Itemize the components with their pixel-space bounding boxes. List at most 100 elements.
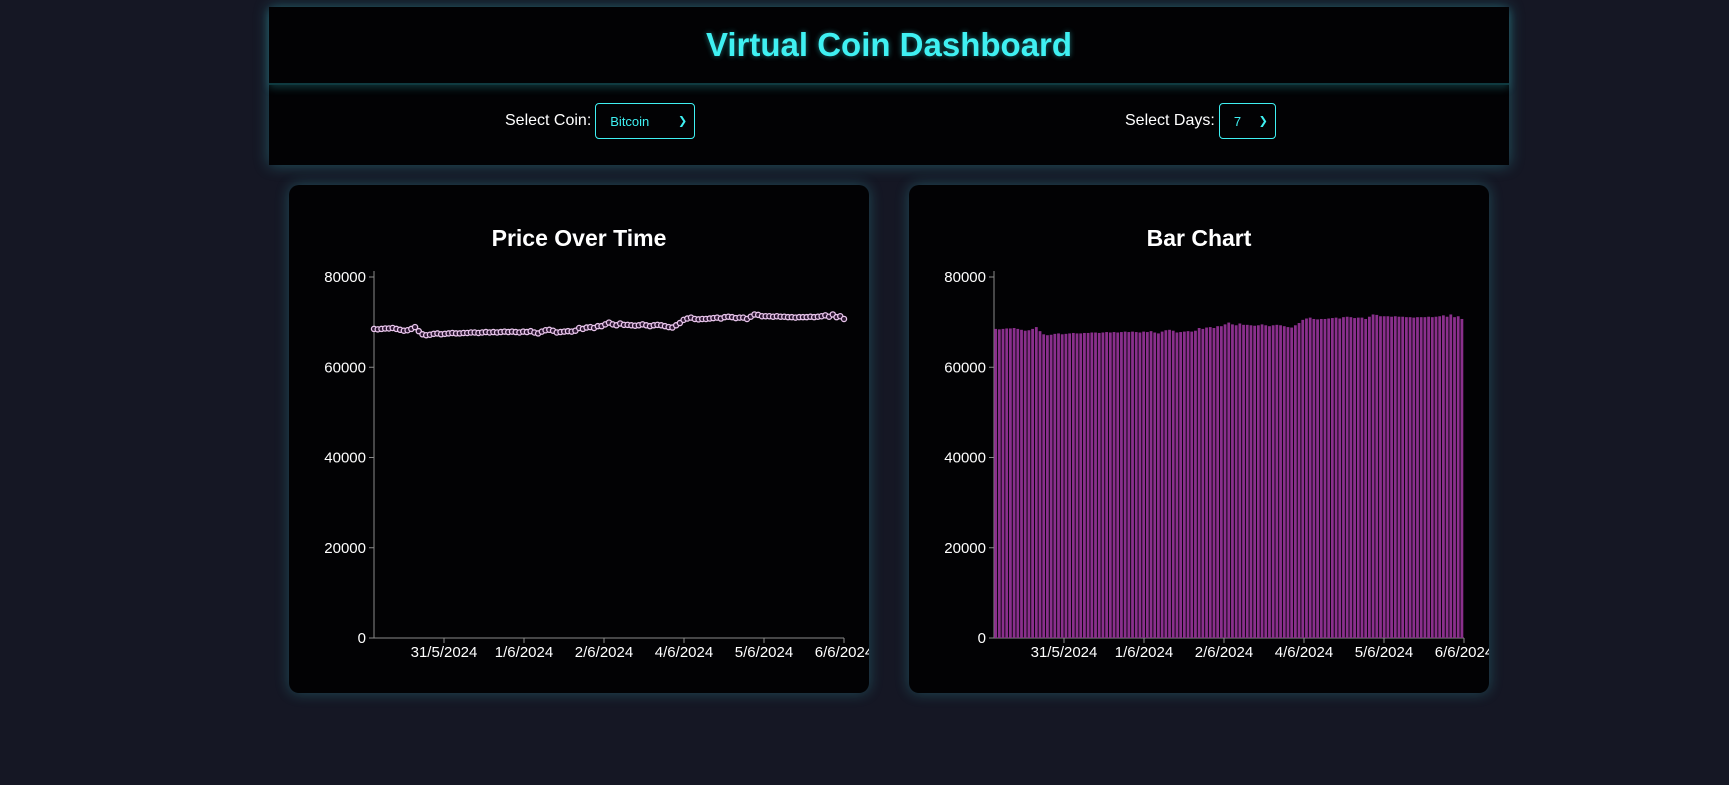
price-bar[interactable] — [1353, 318, 1356, 638]
price-bar[interactable] — [1105, 332, 1109, 638]
price-bar[interactable] — [1157, 333, 1160, 638]
price-bar[interactable] — [1360, 317, 1364, 638]
price-bar[interactable] — [1142, 331, 1146, 638]
price-bar[interactable] — [1034, 327, 1038, 638]
price-bar[interactable] — [1438, 316, 1442, 638]
price-bar[interactable] — [1279, 325, 1282, 638]
price-bar[interactable] — [1090, 332, 1094, 638]
price-bar[interactable] — [1408, 317, 1412, 638]
price-bar[interactable] — [1319, 318, 1323, 638]
price-bar[interactable] — [1367, 316, 1371, 638]
price-bar[interactable] — [1419, 317, 1423, 638]
price-bar[interactable] — [1342, 317, 1345, 638]
price-bar[interactable] — [1430, 317, 1434, 638]
price-bar[interactable] — [1016, 328, 1020, 638]
price-bar[interactable] — [1275, 324, 1279, 638]
price-bar[interactable] — [1364, 318, 1368, 638]
price-bar[interactable] — [1009, 328, 1012, 638]
price-bar[interactable] — [1297, 323, 1301, 638]
price-bar[interactable] — [1031, 328, 1035, 638]
price-bar[interactable] — [1131, 331, 1134, 638]
price-bar[interactable] — [1434, 316, 1438, 638]
price-bar[interactable] — [1012, 327, 1016, 638]
price-bar[interactable] — [1020, 329, 1023, 638]
price-bar[interactable] — [1001, 328, 1005, 638]
price-bar[interactable] — [1290, 327, 1294, 638]
price-bar[interactable] — [1168, 329, 1171, 638]
price-bar[interactable] — [1071, 332, 1075, 638]
price-bar[interactable] — [1145, 332, 1149, 638]
price-bar[interactable] — [1390, 316, 1393, 638]
price-bar[interactable] — [1227, 322, 1231, 638]
price-bar[interactable] — [1330, 318, 1334, 638]
price-bar[interactable] — [1197, 327, 1201, 638]
price-bar[interactable] — [997, 329, 1001, 638]
price-bar[interactable] — [1375, 314, 1379, 638]
price-bar[interactable] — [1238, 323, 1242, 638]
price-bar[interactable] — [1379, 316, 1382, 638]
price-bar[interactable] — [1194, 330, 1197, 638]
price-bar[interactable] — [1316, 319, 1319, 638]
price-bar[interactable] — [1271, 325, 1275, 638]
price-bar[interactable] — [1068, 333, 1072, 638]
price-bar[interactable] — [1160, 331, 1164, 638]
price-bar[interactable] — [1234, 325, 1238, 638]
price-bar[interactable] — [1049, 334, 1053, 638]
price-point[interactable] — [411, 323, 419, 331]
price-bar[interactable] — [1108, 332, 1112, 638]
price-bar[interactable] — [1097, 332, 1101, 638]
price-bar[interactable] — [1046, 335, 1049, 638]
price-bar[interactable] — [1401, 316, 1405, 638]
price-bar[interactable] — [1053, 333, 1057, 638]
price-bar[interactable] — [1397, 316, 1401, 638]
price-bar[interactable] — [1453, 317, 1456, 638]
price-bar[interactable] — [1441, 315, 1445, 638]
price-bar[interactable] — [1268, 326, 1271, 638]
price-bar[interactable] — [1427, 316, 1430, 638]
price-bar[interactable] — [1134, 332, 1138, 638]
price-bar[interactable] — [1175, 332, 1179, 638]
price-bar[interactable] — [1356, 317, 1360, 638]
price-bar[interactable] — [1094, 332, 1097, 638]
price-bar[interactable] — [1190, 331, 1194, 638]
price-bar[interactable] — [1064, 333, 1068, 638]
price-bar[interactable] — [1216, 326, 1220, 638]
price-bar[interactable] — [1075, 333, 1079, 638]
price-bar[interactable] — [1127, 332, 1131, 638]
price-bar[interactable] — [1223, 324, 1227, 638]
price-bar[interactable] — [1412, 317, 1416, 638]
price-bar[interactable] — [1219, 326, 1223, 638]
price-bar[interactable] — [1083, 332, 1086, 638]
price-bar[interactable] — [994, 328, 998, 638]
price-bar[interactable] — [1382, 316, 1386, 638]
price-bar[interactable] — [1179, 332, 1183, 638]
price-bar[interactable] — [1293, 325, 1297, 638]
price-bar[interactable] — [1120, 332, 1123, 638]
price-bar[interactable] — [1182, 331, 1186, 638]
price-bar[interactable] — [1086, 332, 1090, 638]
price-bar[interactable] — [1323, 318, 1327, 638]
price-bar[interactable] — [1393, 316, 1397, 638]
price-bar[interactable] — [1138, 332, 1142, 638]
price-bar[interactable] — [1023, 330, 1027, 638]
price-bar[interactable] — [1212, 327, 1216, 638]
days-select[interactable]: 7 ❯ — [1218, 103, 1276, 139]
price-bar[interactable] — [1349, 317, 1353, 638]
price-bar[interactable] — [1042, 334, 1046, 638]
price-bar[interactable] — [1116, 332, 1120, 638]
price-bar[interactable] — [1338, 318, 1342, 638]
price-bar[interactable] — [1256, 325, 1260, 638]
price-bar[interactable] — [1264, 325, 1268, 638]
price-bar[interactable] — [1208, 327, 1212, 638]
price-bar[interactable] — [1038, 331, 1042, 638]
price-bar[interactable] — [1286, 327, 1290, 638]
price-bar[interactable] — [1327, 318, 1331, 638]
price-bar[interactable] — [1060, 334, 1064, 638]
price-bar[interactable] — [1242, 324, 1245, 638]
price-bar[interactable] — [1245, 324, 1249, 638]
coin-select[interactable]: Bitcoin ❯ — [595, 103, 696, 139]
price-bar[interactable] — [1305, 318, 1308, 638]
price-bar[interactable] — [1312, 318, 1316, 638]
price-bar[interactable] — [1423, 317, 1427, 638]
price-bar[interactable] — [1386, 316, 1390, 638]
